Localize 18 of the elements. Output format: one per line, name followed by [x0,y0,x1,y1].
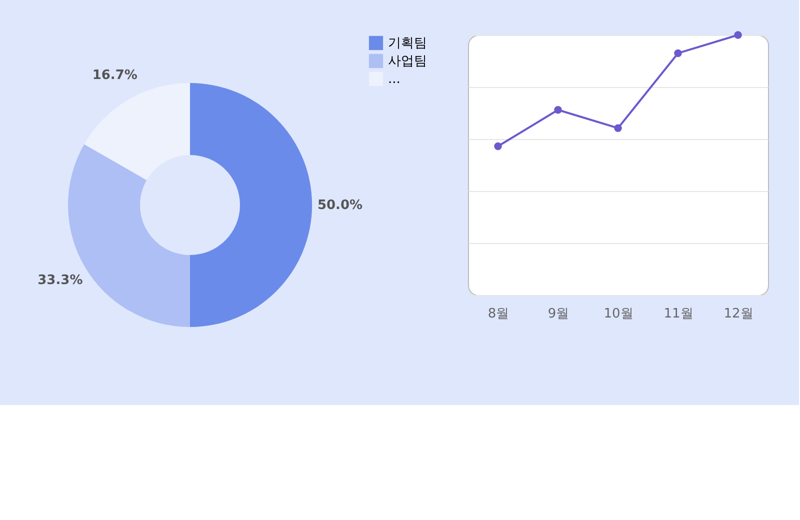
data-label: 50.0% [317,198,363,213]
point [554,106,562,114]
point [614,124,622,132]
data-label: 33.3% [38,273,83,288]
donut-slice [84,83,190,180]
point [734,31,742,39]
x-tick-label: 8월 [488,306,510,322]
x-tick-label: 11월 [664,306,694,322]
legend-label: 기획팀 [388,36,427,51]
donut-slice [190,83,312,327]
legend-label: ... [388,72,400,87]
data-label: 16.7% [92,68,138,84]
x-tick-label: 9월 [548,306,570,322]
x-tick-label: 10월 [604,306,634,322]
legend-label: 사업팀 [388,54,427,69]
point [674,49,682,58]
point [494,142,502,150]
x-tick-label: 12월 [724,306,754,322]
